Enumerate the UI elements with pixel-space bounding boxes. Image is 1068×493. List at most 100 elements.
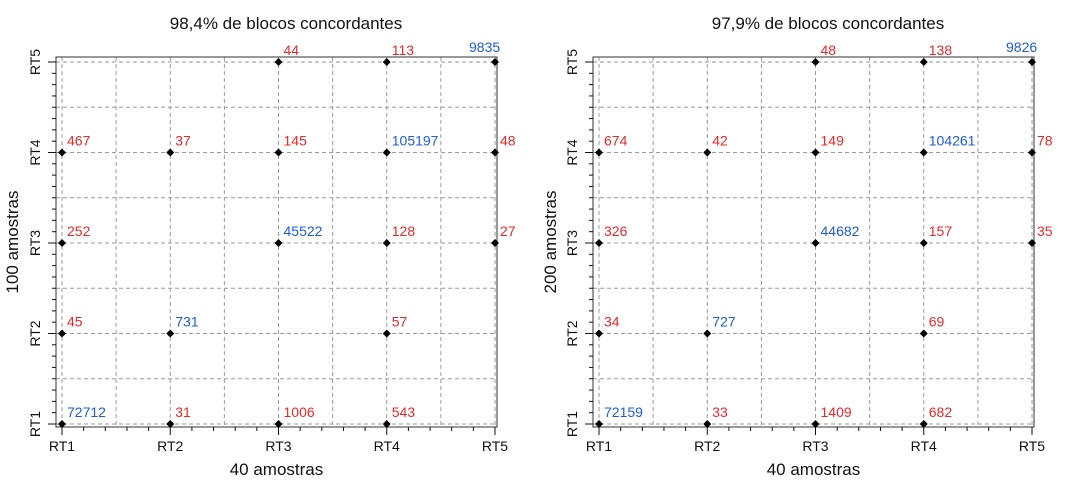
data-point: [595, 329, 603, 338]
y-tick-label: RT5: [564, 49, 580, 75]
data-label: 48: [500, 133, 516, 149]
data-label: 35: [1037, 223, 1053, 239]
data-label: 727: [712, 314, 736, 330]
data-point: [382, 239, 391, 247]
data-point: [382, 420, 391, 428]
data-label: 34: [604, 314, 620, 330]
data-label: 105197: [392, 133, 439, 149]
x-tick-label: RT3: [265, 438, 291, 454]
data-point: [58, 329, 66, 338]
data-point: [1028, 239, 1036, 247]
y-tick-label: RT1: [564, 411, 580, 437]
data-label: 128: [392, 223, 416, 239]
data-point: [703, 148, 712, 157]
y-tick-label: RT2: [27, 320, 43, 346]
data-label: 674: [604, 133, 628, 149]
data-point: [703, 420, 712, 428]
y-tick-label: RT3: [27, 230, 43, 256]
data-label: 72159: [604, 404, 643, 420]
data-label: 42: [712, 133, 728, 149]
data-point: [1028, 58, 1036, 66]
data-point: [58, 148, 66, 157]
x-axis-ticks: [61, 427, 496, 435]
x-tick-label: RT5: [1019, 438, 1045, 454]
chart-panel-2: RT1 RT2 RT3 RT4 RT5 RT1 RT2 RT3 RT4 RT5 97,9% de b…: [541, 14, 1053, 479]
y-axis-ticks: [585, 61, 593, 425]
data-point: [595, 148, 603, 157]
data-label: 149: [821, 133, 845, 149]
chart-panel-1: RT1 RT2 RT3 RT4 RT5 RT1 RT2 RT3 RT4 RT5 98,4% de b…: [3, 14, 516, 479]
y-axis-ticks: [48, 61, 56, 425]
data-label: 731: [175, 314, 199, 330]
data-label: 1409: [821, 404, 852, 420]
data-point: [703, 329, 712, 338]
data-point: [274, 420, 283, 428]
data-label: 1006: [284, 404, 315, 420]
data-label: 72712: [67, 404, 106, 420]
y-axis-title: 100 amostras: [3, 191, 22, 294]
chart-title: 97,9% de blocos concordantes: [712, 14, 945, 33]
data-label: 44682: [821, 223, 860, 239]
data-point: [1028, 148, 1036, 157]
data-point: [382, 148, 391, 157]
data-point: [811, 239, 820, 247]
y-tick-label: RT1: [27, 411, 43, 437]
data-label: 145: [284, 133, 308, 149]
x-tick-label: RT2: [694, 438, 720, 454]
x-tick-label: RT1: [49, 438, 75, 454]
data-point: [595, 239, 603, 247]
data-point: [58, 420, 66, 428]
data-label: 27: [500, 223, 516, 239]
x-axis-title: 40 amostras: [767, 460, 861, 479]
y-tick-label: RT5: [27, 49, 43, 75]
data-point: [58, 239, 66, 247]
data-label: 157: [929, 223, 953, 239]
data-point: [491, 58, 499, 66]
data-point: [811, 420, 820, 428]
data-label: 326: [604, 223, 628, 239]
y-tick-label: RT4: [27, 139, 43, 165]
data-point: [274, 58, 283, 66]
data-point: [811, 58, 820, 66]
data-point: [919, 58, 928, 66]
data-label: 57: [392, 314, 408, 330]
x-axis-ticks: [598, 427, 1033, 435]
y-axis-title: 200 amostras: [541, 191, 560, 294]
data-point: [166, 420, 175, 428]
data-label: 37: [175, 133, 191, 149]
x-tick-label: RT1: [586, 438, 612, 454]
data-point: [491, 239, 499, 247]
data-label: 45: [67, 314, 83, 330]
data-label: 33: [712, 404, 728, 420]
data-point: [491, 148, 499, 157]
x-tick-label: RT2: [157, 438, 183, 454]
data-label: 31: [175, 404, 191, 420]
data-point: [382, 329, 391, 338]
data-point: [811, 148, 820, 157]
y-tick-label: RT3: [564, 230, 580, 256]
data-label: 252: [67, 223, 91, 239]
data-label: 69: [929, 314, 945, 330]
data-point: [919, 148, 928, 157]
data-label: 104261: [929, 133, 976, 149]
data-point: [274, 239, 283, 247]
data-point: [595, 420, 603, 428]
data-label: 682: [929, 404, 953, 420]
y-tick-label: RT4: [564, 139, 580, 165]
x-tick-label: RT4: [911, 438, 937, 454]
data-label: 113: [392, 42, 415, 58]
x-tick-label: RT3: [802, 438, 828, 454]
data-label: 543: [392, 404, 416, 420]
data-point: [166, 329, 175, 338]
data-label: 48: [821, 42, 837, 58]
chart-title: 98,4% de blocos concordantes: [170, 14, 403, 33]
data-point: [919, 420, 928, 428]
data-label: 9826: [1006, 39, 1037, 55]
x-tick-label: RT4: [374, 438, 400, 454]
data-point: [274, 148, 283, 157]
data-point: [382, 58, 391, 66]
data-point: [919, 329, 928, 338]
data-label: 45522: [284, 223, 323, 239]
